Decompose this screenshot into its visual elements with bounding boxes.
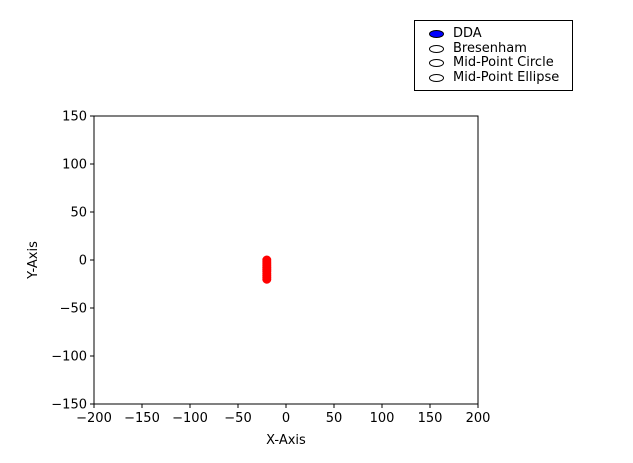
y-tick-label: 150 xyxy=(62,110,87,125)
plot-axes-frame xyxy=(93,115,479,405)
y-tick-label: −150 xyxy=(51,398,87,413)
radio-button-icon[interactable] xyxy=(429,59,444,67)
x-tick-label: −50 xyxy=(224,411,251,426)
radio-label-midpoint-circle: Mid-Point Circle xyxy=(453,55,554,70)
y-tick-label: −50 xyxy=(60,302,87,317)
x-tick-label: −150 xyxy=(124,411,160,426)
x-tick-label: 50 xyxy=(326,411,343,426)
data-point xyxy=(262,274,272,284)
y-tick-label: 50 xyxy=(70,206,87,221)
x-tick-label: 0 xyxy=(282,411,290,426)
radio-label-bresenham: Bresenham xyxy=(453,41,527,56)
x-tick-label: −200 xyxy=(76,411,112,426)
plot-marks xyxy=(262,255,272,284)
x-tick-label: −100 xyxy=(172,411,208,426)
y-tick-label: 0 xyxy=(79,254,87,269)
x-tick-label: 200 xyxy=(466,411,491,426)
x-axis-ticks: −200 −150 −100 −50 0 50 100 150 200 xyxy=(76,404,490,426)
x-tick-label: 150 xyxy=(418,411,443,426)
radio-label-dda: DDA xyxy=(453,26,482,41)
y-tick-label: −100 xyxy=(51,350,87,365)
radio-button-icon[interactable] xyxy=(429,45,444,53)
y-axis-label: Y-Axis xyxy=(26,241,41,280)
y-tick-label: 100 xyxy=(62,158,87,173)
radio-button-icon[interactable] xyxy=(429,30,444,38)
algorithm-radio-panel: DDA Bresenham Mid-Point Circle Mid-Point… xyxy=(414,20,573,91)
y-axis-ticks: −150 −100 −50 0 50 100 150 xyxy=(51,110,94,413)
x-axis-label: X-Axis xyxy=(266,433,306,448)
x-tick-label: 100 xyxy=(370,411,395,426)
radio-button-icon[interactable] xyxy=(429,74,444,82)
radio-label-midpoint-ellipse: Mid-Point Ellipse xyxy=(453,70,560,85)
